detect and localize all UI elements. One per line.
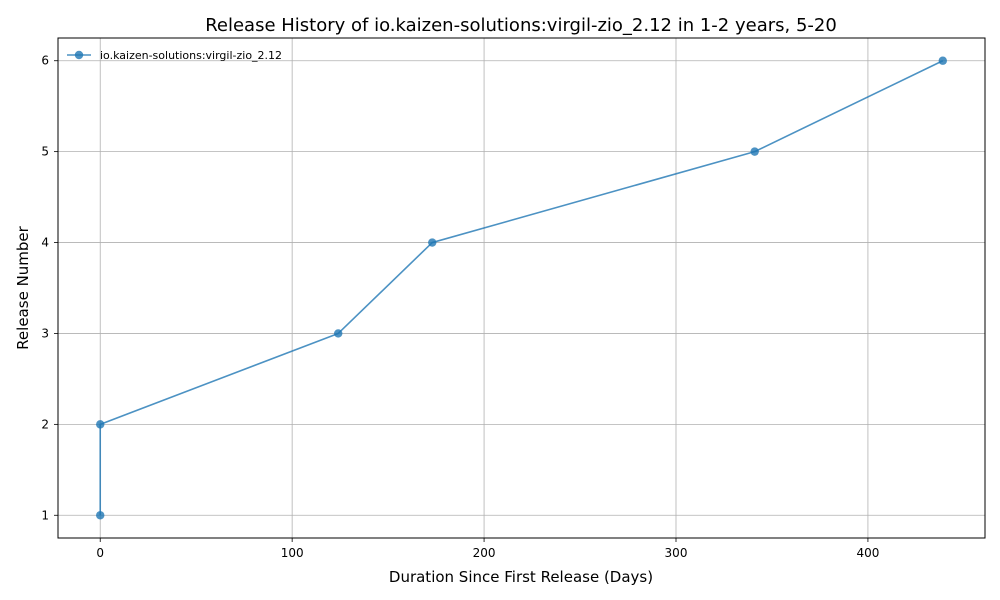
y-tick-label-6: 6 (41, 54, 49, 68)
data-point-1 (96, 511, 105, 520)
data-point-3 (334, 329, 343, 338)
grid (58, 38, 985, 538)
legend-entry-label: io.kaizen-solutions:virgil-zio_2.12 (100, 49, 282, 62)
data-point-6 (938, 56, 947, 65)
data-series (96, 56, 947, 520)
chart-title: Release History of io.kaizen-solutions:v… (205, 15, 837, 36)
y-tick-label-4: 4 (41, 236, 49, 250)
x-tick-label-200: 200 (473, 546, 496, 560)
x-tick-label-400: 400 (856, 546, 879, 560)
y-tick-label-5: 5 (41, 145, 49, 159)
y-axis-label: Release Number (14, 225, 32, 349)
x-tick-label-100: 100 (281, 546, 304, 560)
x-tick-label-300: 300 (665, 546, 688, 560)
x-axis-label: Duration Since First Release (Days) (389, 568, 653, 586)
data-point-4 (428, 238, 437, 247)
y-tick-label-1: 1 (41, 508, 49, 522)
legend-point-marker (74, 50, 84, 60)
y-tick-label-2: 2 (41, 417, 49, 431)
series-line-0 (99, 60, 944, 516)
data-point-2 (96, 420, 105, 429)
data-point-5 (750, 147, 759, 156)
y-tick-label-3: 3 (41, 326, 49, 340)
plot-area (57, 37, 986, 539)
x-tick-label-0: 0 (96, 546, 104, 560)
axis-ticks: 0 100 200 300 400 1 2 3 4 5 6 (41, 54, 879, 560)
legend: io.kaizen-solutions:virgil-zio_2.12 (67, 49, 282, 62)
